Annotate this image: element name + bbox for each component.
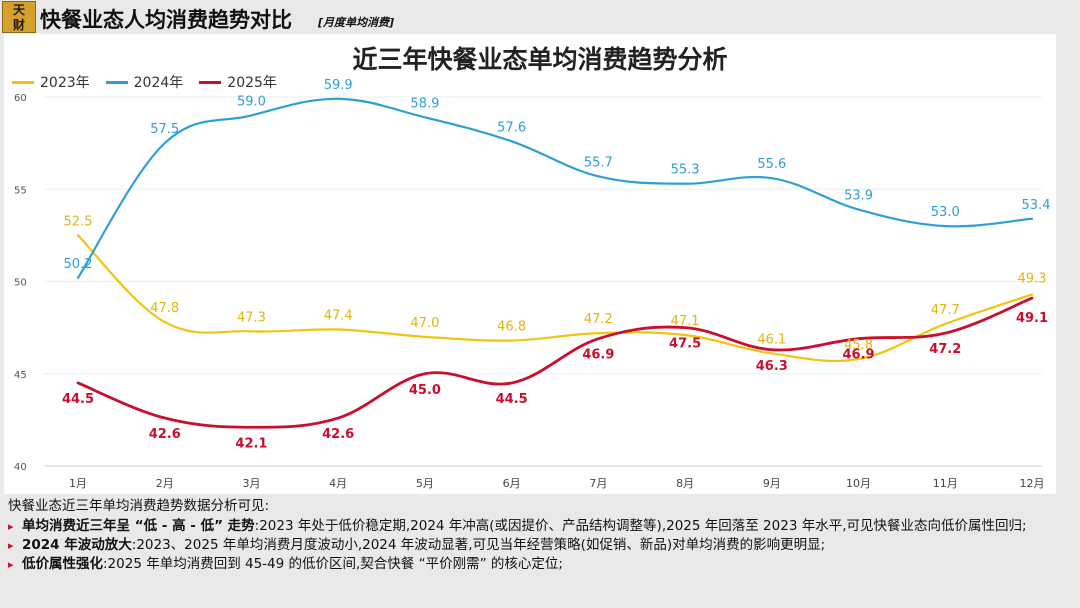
data-label-2025: 44.5 — [496, 392, 528, 407]
series-line-2023 — [76, 234, 1034, 363]
bullet-arrow-icon: ▸ — [8, 558, 14, 571]
bullet-body: :2025 年单均消费回到 45-49 的低价区间,契合快餐 “平价刚需” 的核… — [103, 556, 563, 572]
bullet-body: :2023 年处于低价稳定期,2024 年冲高(或因提价、产品结构调整等),20… — [254, 518, 1027, 534]
analysis-intro: 快餐业态近三年单均消费趋势数据分析可见: — [8, 498, 270, 514]
x-tick-label: 12月 — [1020, 477, 1045, 490]
data-label-2024: 55.7 — [584, 155, 613, 170]
chart-title: 近三年快餐业态单均消费趋势分析 — [352, 45, 728, 74]
legend-swatch-2024 — [105, 80, 128, 84]
bullet-heading: 2024 年波动放大 — [22, 537, 132, 553]
data-label-2023: 46.8 — [497, 320, 526, 335]
data-label-2023: 45.8 — [844, 338, 873, 353]
chart-panel — [4, 34, 1056, 494]
analysis-bullet: ▸ 2024 年波动放大:2023、2025 年单均消费月度波动小,2024 年… — [8, 536, 1074, 555]
data-label-2025: 42.6 — [322, 427, 354, 442]
data-label-2023: 47.2 — [584, 312, 613, 327]
legend-item-2025: 2025年 — [199, 72, 277, 92]
bullet-heading: 低价属性强化 — [22, 556, 103, 572]
bullet-arrow-icon: ▸ — [8, 520, 14, 533]
x-tick-label: 9月 — [763, 477, 781, 490]
x-tick-label: 7月 — [589, 477, 607, 490]
legend-item-2024: 2024年 — [105, 72, 184, 92]
legend-label-2024: 2024年 — [133, 75, 184, 91]
data-label-2025: 44.5 — [62, 392, 94, 407]
data-label-2024: 53.4 — [1022, 198, 1051, 213]
x-tick-label: 3月 — [242, 477, 260, 490]
y-tick-label: 55 — [14, 185, 27, 196]
data-label-2024: 55.6 — [757, 157, 786, 172]
data-label-2024: 53.0 — [931, 205, 960, 220]
data-label-2023: 47.3 — [237, 310, 266, 325]
y-tick-label: 60 — [14, 93, 27, 104]
data-label-2024: 58.9 — [410, 96, 439, 111]
data-label-2025: 42.6 — [149, 427, 181, 442]
analysis-bullet: ▸ 低价属性强化:2025 年单均消费回到 45-49 的低价区间,契合快餐 “… — [8, 555, 1074, 574]
logo-char: 天 — [12, 3, 25, 17]
data-label-2023: 52.5 — [64, 214, 93, 229]
x-tick-label: 4月 — [329, 477, 347, 490]
bullet-arrow-icon: ▸ — [8, 539, 14, 552]
data-label-2023: 49.3 — [1018, 271, 1047, 286]
data-label-2023: 46.1 — [757, 332, 786, 347]
data-label-2025: 47.5 — [669, 337, 701, 352]
analysis-bullet: ▸ 单均消费近三年呈 “低 - 高 - 低” 走势:2023 年处于低价稳定期,… — [8, 517, 1074, 536]
data-label-2025: 49.1 — [1016, 311, 1048, 326]
bullet-body: :2023、2025 年单均消费月度波动小,2024 年波动显著,可见当年经营策… — [131, 537, 826, 553]
data-label-2024: 53.9 — [844, 189, 873, 204]
bullet-heading: 单均消费近三年呈 “低 - 高 - 低” 走势 — [22, 518, 255, 534]
chart-legend: 2023年 2024年 2025年 — [12, 72, 293, 92]
data-label-2023: 47.8 — [150, 301, 179, 316]
data-label-2025: 46.9 — [582, 348, 614, 363]
x-tick-label: 5月 — [416, 477, 434, 490]
y-tick-label: 45 — [14, 370, 27, 381]
page-title: 快餐业态人均消费趋势对比 — [40, 8, 292, 32]
x-tick-label: 6月 — [503, 477, 521, 490]
series-line-2025 — [76, 296, 1034, 429]
series-line-2024 — [76, 97, 1034, 279]
data-label-2023: 47.4 — [324, 308, 353, 323]
x-tick-label: 10月 — [846, 477, 871, 490]
x-tick-label: 11月 — [933, 477, 958, 490]
x-tick-label: 8月 — [676, 477, 694, 490]
legend-item-2023: 2023年 — [12, 72, 90, 92]
data-label-2023: 47.7 — [931, 303, 960, 318]
data-label-2024: 59.0 — [237, 94, 266, 109]
legend-swatch-2025 — [199, 80, 222, 84]
data-label-2025: 47.2 — [929, 342, 961, 357]
data-label-2024: 59.9 — [324, 78, 353, 93]
y-tick-label: 50 — [14, 278, 27, 289]
data-label-2024: 50.2 — [64, 257, 93, 272]
data-label-2025: 42.1 — [235, 436, 267, 451]
legend-label-2025: 2025年 — [227, 75, 277, 91]
brand-logo: 天 财 — [2, 1, 36, 33]
data-label-2024: 57.6 — [497, 120, 526, 135]
header: 天 财 快餐业态人均消费趋势对比 [月度单均消费] — [0, 0, 1080, 34]
data-label-2025: 45.0 — [409, 383, 441, 398]
data-label-2024: 57.5 — [150, 122, 179, 137]
page-subtitle: [月度单均消费] — [318, 16, 395, 29]
y-tick-label: 40 — [14, 462, 27, 473]
x-tick-label: 1月 — [69, 477, 87, 490]
legend-swatch-2023 — [12, 80, 34, 84]
data-label-2024: 55.3 — [671, 163, 700, 178]
legend-label-2023: 2023年 — [40, 75, 90, 91]
data-label-2023: 47.1 — [671, 314, 700, 329]
data-label-2025: 46.9 — [843, 348, 875, 363]
line-chart: 40 45 50 55 60 1月 2月 3月 4月 5月 6月 7月 8月 9月 10月 11月 12月 52.… — [14, 78, 1051, 490]
logo-char: 财 — [12, 18, 25, 32]
x-tick-label: 2月 — [156, 477, 174, 490]
data-label-2025: 46.3 — [756, 359, 788, 374]
data-label-2023: 47.0 — [410, 316, 439, 331]
analysis-section: 快餐业态近三年单均消费趋势数据分析可见: ▸ 单均消费近三年呈 “低 - 高 -… — [8, 497, 1074, 574]
